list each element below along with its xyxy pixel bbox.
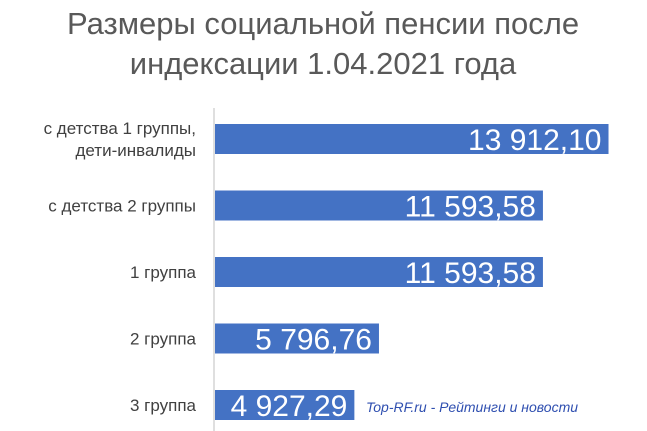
chart-title-line-2: индексации 1.04.2021 года <box>130 46 517 81</box>
bar-1 <box>215 124 609 154</box>
watermark-text: Top-RF.ru - Рейтинги и новости <box>366 399 578 415</box>
category-label-3-line-1: 1 группа <box>130 263 197 282</box>
category-label-5-line-1: 3 группа <box>130 396 197 415</box>
bars-layer: 13 912,10 с детства 1 группы, дети-инвалид… <box>44 119 609 423</box>
data-label-2: 11 593,58 <box>405 191 536 224</box>
category-label-1-line-2: дети-инвалиды <box>76 141 197 160</box>
category-label-1-line-1: с детства 1 группы, <box>44 119 196 138</box>
category-label-2-line-1: с детства 2 группы <box>48 197 196 216</box>
data-label-3: 11 593,58 <box>405 257 536 290</box>
data-label-4: 5 796,76 <box>255 324 372 357</box>
category-label-4-line-1: 2 группа <box>130 330 197 349</box>
data-label-1: 13 912,10 <box>468 124 601 157</box>
bar-3 <box>215 257 543 287</box>
chart-title-line-1: Размеры социальной пенсии после <box>67 6 579 41</box>
bar-2 <box>215 190 543 221</box>
bar-4 <box>215 323 379 354</box>
data-label-5: 4 927,29 <box>231 390 348 423</box>
bar-5 <box>215 390 355 420</box>
